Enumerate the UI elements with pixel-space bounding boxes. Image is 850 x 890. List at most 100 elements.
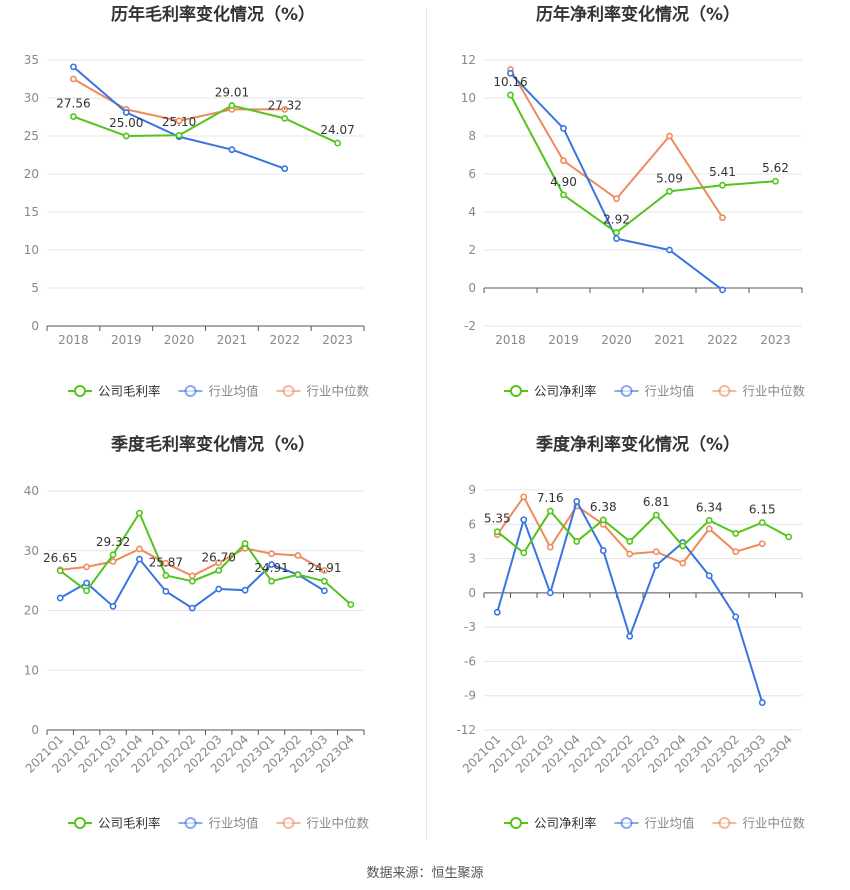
data-label: 24.07 <box>320 123 354 137</box>
data-point <box>228 146 236 154</box>
y-tick-label: 8 <box>468 129 476 143</box>
y-tick-label: 0 <box>31 319 39 333</box>
legend-label: 行业均值 <box>209 816 259 831</box>
y-tick-label: -6 <box>464 654 476 668</box>
data-point <box>560 157 567 165</box>
x-tick-label: 2018 <box>495 333 526 347</box>
x-tick-label: 2020 <box>601 333 632 347</box>
data-point <box>705 572 713 580</box>
y-tick-label: 25 <box>24 129 39 143</box>
series-line <box>73 104 339 144</box>
data-point <box>546 543 554 551</box>
panel-divider <box>426 8 427 840</box>
y-tick-label: 0 <box>468 281 476 295</box>
x-tick-label: 2022 <box>707 333 738 347</box>
legend-label: 行业均值 <box>645 384 695 399</box>
legend-label: 行业中位数 <box>743 384 806 399</box>
data-point <box>705 517 713 524</box>
data-label: 5.09 <box>656 171 683 185</box>
legend-label: 公司毛利率 <box>98 384 161 399</box>
legend-item: 行业均值 <box>178 816 259 831</box>
data-point <box>758 699 766 706</box>
y-tick-label: -12 <box>456 723 476 737</box>
data-point <box>83 563 91 571</box>
y-tick-label: 3 <box>468 552 476 566</box>
data-point <box>294 571 302 579</box>
y-tick-label: 10 <box>461 91 476 105</box>
x-tick-label: 2021 <box>654 333 685 347</box>
x-tick-label: 2019 <box>111 333 142 347</box>
legend-label: 公司净利率 <box>534 384 597 399</box>
x-tick-label: 2019 <box>548 333 579 347</box>
data-point <box>215 567 223 574</box>
data-label: 2.92 <box>603 213 630 227</box>
data-point <box>268 550 275 558</box>
y-tick-label: 0 <box>31 723 39 737</box>
data-point <box>268 561 275 568</box>
data-point <box>732 613 740 621</box>
data-point <box>772 177 779 185</box>
y-tick-label: 10 <box>24 663 39 677</box>
data-point <box>83 587 91 595</box>
series-line <box>496 509 790 555</box>
y-tick-label: -3 <box>464 620 476 634</box>
data-label: 25.87 <box>149 555 183 569</box>
data-point <box>626 538 634 545</box>
data-point <box>228 102 236 109</box>
data-point <box>320 577 328 585</box>
data-point <box>122 132 130 140</box>
data-point <box>652 548 660 556</box>
chart-svg: 季度毛利率变化情况（%）0102030402021Q12021Q22021Q32… <box>23 434 370 831</box>
chart-annual-net-margin: 历年净利率变化情况（%） -2 0 2 4 6 8 10 12 2018 2019 2020 2021 2… <box>426 0 850 430</box>
y-tick-label: 9 <box>468 483 476 497</box>
chart-title: 历年净利率变化情况（%） <box>536 4 740 25</box>
chart-quarterly-net-margin: 季度净利率变化情况（%） -12 -9 -6 -3 0 3 6 9 2021Q1 2021Q2 202… <box>426 430 850 855</box>
legend-swatch-marker <box>620 385 633 397</box>
data-label: 26.65 <box>43 551 77 565</box>
y-tick-label: 6 <box>468 167 476 181</box>
data-point <box>122 109 130 116</box>
x-tick-label: 2018 <box>58 333 89 347</box>
series-line <box>59 510 352 606</box>
legend-swatch-marker <box>718 817 731 829</box>
data-label: 6.81 <box>643 495 670 509</box>
data-point <box>175 131 183 139</box>
data-point <box>162 587 170 595</box>
data-point <box>320 567 328 574</box>
data-point <box>281 106 289 113</box>
data-point <box>719 214 726 222</box>
y-tick-label: -2 <box>464 319 476 333</box>
data-label: 6.38 <box>590 500 617 514</box>
data-point <box>732 530 740 537</box>
data-point <box>719 286 726 294</box>
legend-label: 行业中位数 <box>307 384 370 399</box>
data-label: 4.90 <box>550 175 577 189</box>
data-label: 24.91 <box>254 561 288 575</box>
data-label: 25.10 <box>162 115 196 129</box>
legend-item: 行业均值 <box>614 384 695 399</box>
data-point <box>626 632 634 640</box>
data-point <box>613 229 620 236</box>
data-point <box>758 540 766 548</box>
y-tick-label: 15 <box>24 205 39 219</box>
chart-svg: 历年毛利率变化情况（%） 0 5 10 15 20 25 30 35 2018 2019 2020 20… <box>24 4 370 399</box>
y-tick-label: 35 <box>24 53 39 67</box>
y-tick-label: 4 <box>468 205 476 219</box>
legend-swatch-marker <box>718 385 731 397</box>
data-label: 24.91 <box>307 561 341 575</box>
legend-label: 公司毛利率 <box>98 816 161 831</box>
legend-label: 行业均值 <box>645 816 695 831</box>
y-tick-label: 40 <box>24 484 39 498</box>
data-label: 29.32 <box>96 535 130 549</box>
legend-swatch-marker <box>620 817 633 829</box>
data-point <box>281 165 289 173</box>
data-label: 27.32 <box>268 98 302 112</box>
legend-item: 行业均值 <box>614 816 695 831</box>
legend-swatch-marker <box>282 817 295 829</box>
legend-swatch-marker <box>510 385 522 397</box>
legend-item: 行业中位数 <box>276 384 370 399</box>
data-point <box>241 540 249 547</box>
data-point <box>705 525 713 533</box>
data-point <box>493 528 501 536</box>
data-point <box>520 549 528 557</box>
